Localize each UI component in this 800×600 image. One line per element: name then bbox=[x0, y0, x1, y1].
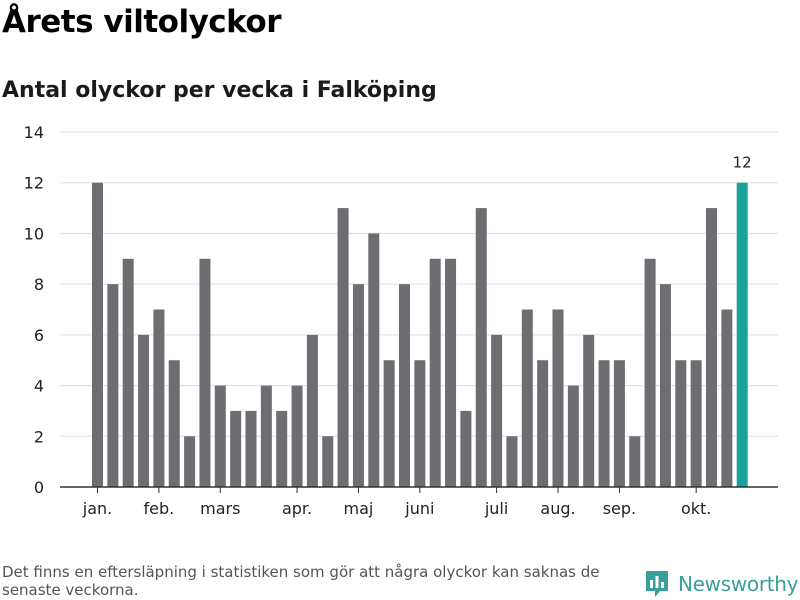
bar bbox=[168, 360, 180, 487]
bar bbox=[613, 360, 625, 487]
x-tick-label: maj bbox=[344, 499, 374, 518]
y-tick-label: 14 bbox=[24, 123, 44, 142]
bar bbox=[598, 360, 610, 487]
bar bbox=[706, 208, 717, 488]
bar bbox=[644, 258, 656, 487]
bar bbox=[214, 385, 226, 487]
x-tick-label: feb. bbox=[144, 499, 175, 518]
x-tick-label: juni bbox=[404, 499, 434, 518]
brand: Newsworthy bbox=[644, 568, 799, 600]
bar bbox=[122, 258, 134, 487]
bar-highlighted bbox=[736, 182, 748, 487]
bar bbox=[475, 208, 487, 488]
bars bbox=[92, 182, 748, 488]
bar bbox=[491, 334, 503, 487]
x-tick-label: juli bbox=[484, 499, 508, 518]
x-axis-ticks: jan. feb. mars apr. maj juni juli aug. sep. okt. bbox=[82, 487, 711, 518]
bar bbox=[506, 436, 518, 487]
data-labels: 12 bbox=[733, 154, 752, 172]
bar bbox=[629, 436, 641, 487]
bar bbox=[276, 410, 288, 487]
bar bbox=[537, 360, 549, 487]
y-tick-label: 6 bbox=[34, 326, 44, 345]
y-tick-label: 4 bbox=[34, 377, 44, 396]
bar bbox=[199, 258, 211, 487]
bar bbox=[92, 182, 103, 487]
bar bbox=[567, 385, 579, 487]
y-tick-label: 2 bbox=[34, 427, 44, 446]
data-label-last-week: 12 bbox=[733, 154, 752, 172]
bar bbox=[690, 360, 702, 487]
bar bbox=[322, 436, 334, 487]
bar bbox=[230, 410, 242, 487]
bar bbox=[521, 309, 533, 487]
bar bbox=[260, 385, 272, 487]
bar bbox=[245, 410, 257, 487]
bar bbox=[306, 334, 318, 487]
y-tick-label: 0 bbox=[34, 478, 44, 497]
bar bbox=[583, 334, 595, 487]
bar bbox=[138, 334, 150, 487]
brand-name: Newsworthy bbox=[678, 572, 799, 596]
bar bbox=[153, 309, 165, 487]
bar-chart: 0 2 4 6 8 10 12 14 jan. feb. mars apr. maj juni juli a… bbox=[24, 123, 778, 518]
bar bbox=[445, 258, 457, 487]
x-tick-label: aug. bbox=[540, 499, 575, 518]
y-tick-label: 12 bbox=[24, 174, 44, 193]
bar bbox=[383, 360, 395, 487]
bar bbox=[291, 385, 303, 487]
y-tick-label: 8 bbox=[34, 275, 44, 294]
bar bbox=[460, 410, 472, 487]
bar bbox=[429, 258, 441, 487]
chart-title: Årets viltolyckor bbox=[2, 4, 282, 40]
x-tick-label: sep. bbox=[603, 499, 636, 518]
bar bbox=[552, 309, 564, 487]
bar bbox=[675, 360, 687, 487]
bar bbox=[659, 284, 671, 487]
bar bbox=[184, 436, 196, 487]
x-tick-label: apr. bbox=[282, 499, 312, 518]
x-tick-label: jan. bbox=[82, 499, 112, 518]
bar bbox=[352, 284, 364, 487]
bar bbox=[414, 360, 426, 487]
x-tick-label: mars bbox=[200, 499, 240, 518]
bar bbox=[368, 233, 380, 487]
bar bbox=[399, 284, 410, 487]
bar bbox=[721, 309, 733, 487]
y-axis-ticks: 0 2 4 6 8 10 12 14 bbox=[24, 123, 44, 497]
bar bbox=[337, 208, 349, 488]
footnote: Det finns en eftersläpning i statistiken… bbox=[2, 563, 600, 599]
bar bbox=[107, 284, 119, 487]
bar-chart-logo-icon bbox=[646, 571, 668, 597]
chart-subtitle: Antal olyckor per vecka i Falköping bbox=[2, 78, 437, 103]
y-tick-label: 10 bbox=[24, 224, 44, 243]
x-tick-label: okt. bbox=[681, 499, 711, 518]
